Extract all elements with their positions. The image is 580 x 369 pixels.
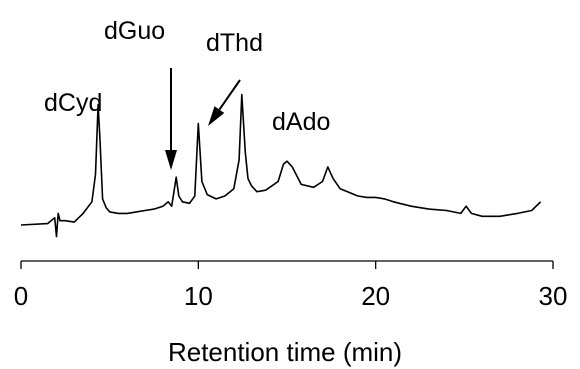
x-axis-label: Retention time (min) — [168, 337, 402, 367]
arrow-dthd — [208, 79, 241, 126]
x-tick-label: 30 — [539, 281, 568, 311]
x-tick-label: 10 — [184, 281, 213, 311]
peak-label-dthd: dThd — [206, 29, 263, 57]
arrow-dguo — [165, 68, 177, 170]
chromatogram-trace — [20, 93, 542, 238]
peak-annotations: dCyd dGuo dThd dAdo — [44, 17, 330, 136]
annotation-arrows — [165, 68, 241, 170]
peak-label-dguo: dGuo — [104, 17, 165, 45]
peak-label-dado: dAdo — [272, 108, 330, 136]
x-tick-label: 20 — [361, 281, 390, 311]
x-axis-ticks: 0 10 20 30 — [14, 261, 568, 311]
peak-label-dcyd: dCyd — [44, 89, 102, 117]
x-tick-label: 0 — [14, 281, 28, 311]
plot-area — [20, 93, 542, 238]
